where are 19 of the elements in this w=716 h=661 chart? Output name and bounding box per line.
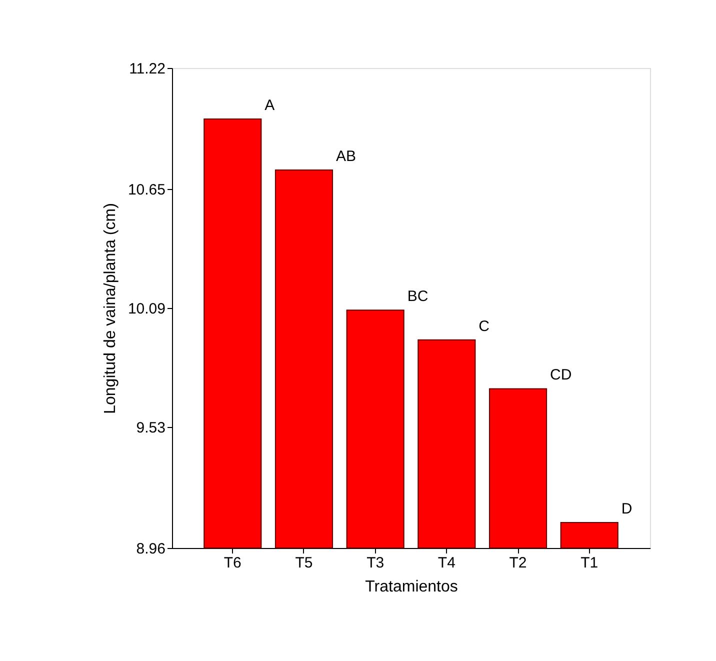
x-tick-label: T2 bbox=[509, 554, 527, 572]
y-tick-label: 10.65 bbox=[128, 182, 166, 199]
x-tick-label: T4 bbox=[438, 554, 456, 572]
x-tick-label: T5 bbox=[295, 554, 313, 572]
x-tick-label: T6 bbox=[224, 554, 242, 572]
y-tick-label: 8.96 bbox=[136, 540, 166, 558]
y-tick-label: 11.22 bbox=[129, 60, 166, 78]
y-tick-label: 10.09 bbox=[128, 300, 166, 318]
annotation: AB bbox=[336, 148, 356, 165]
annotation: C bbox=[478, 318, 490, 335]
y-axis-title: Longitud de vaina/planta (cm) bbox=[102, 203, 119, 414]
x-tick-label: T1 bbox=[580, 554, 598, 572]
x-axis-title: Tratamientos bbox=[365, 578, 458, 596]
annotation: D bbox=[621, 500, 632, 518]
annotation: BC bbox=[407, 288, 428, 306]
annotation: A bbox=[264, 96, 275, 114]
y-tick-label: 9.53 bbox=[136, 419, 166, 436]
annotation: CD bbox=[550, 366, 572, 384]
x-tick-label: T3 bbox=[366, 554, 384, 572]
